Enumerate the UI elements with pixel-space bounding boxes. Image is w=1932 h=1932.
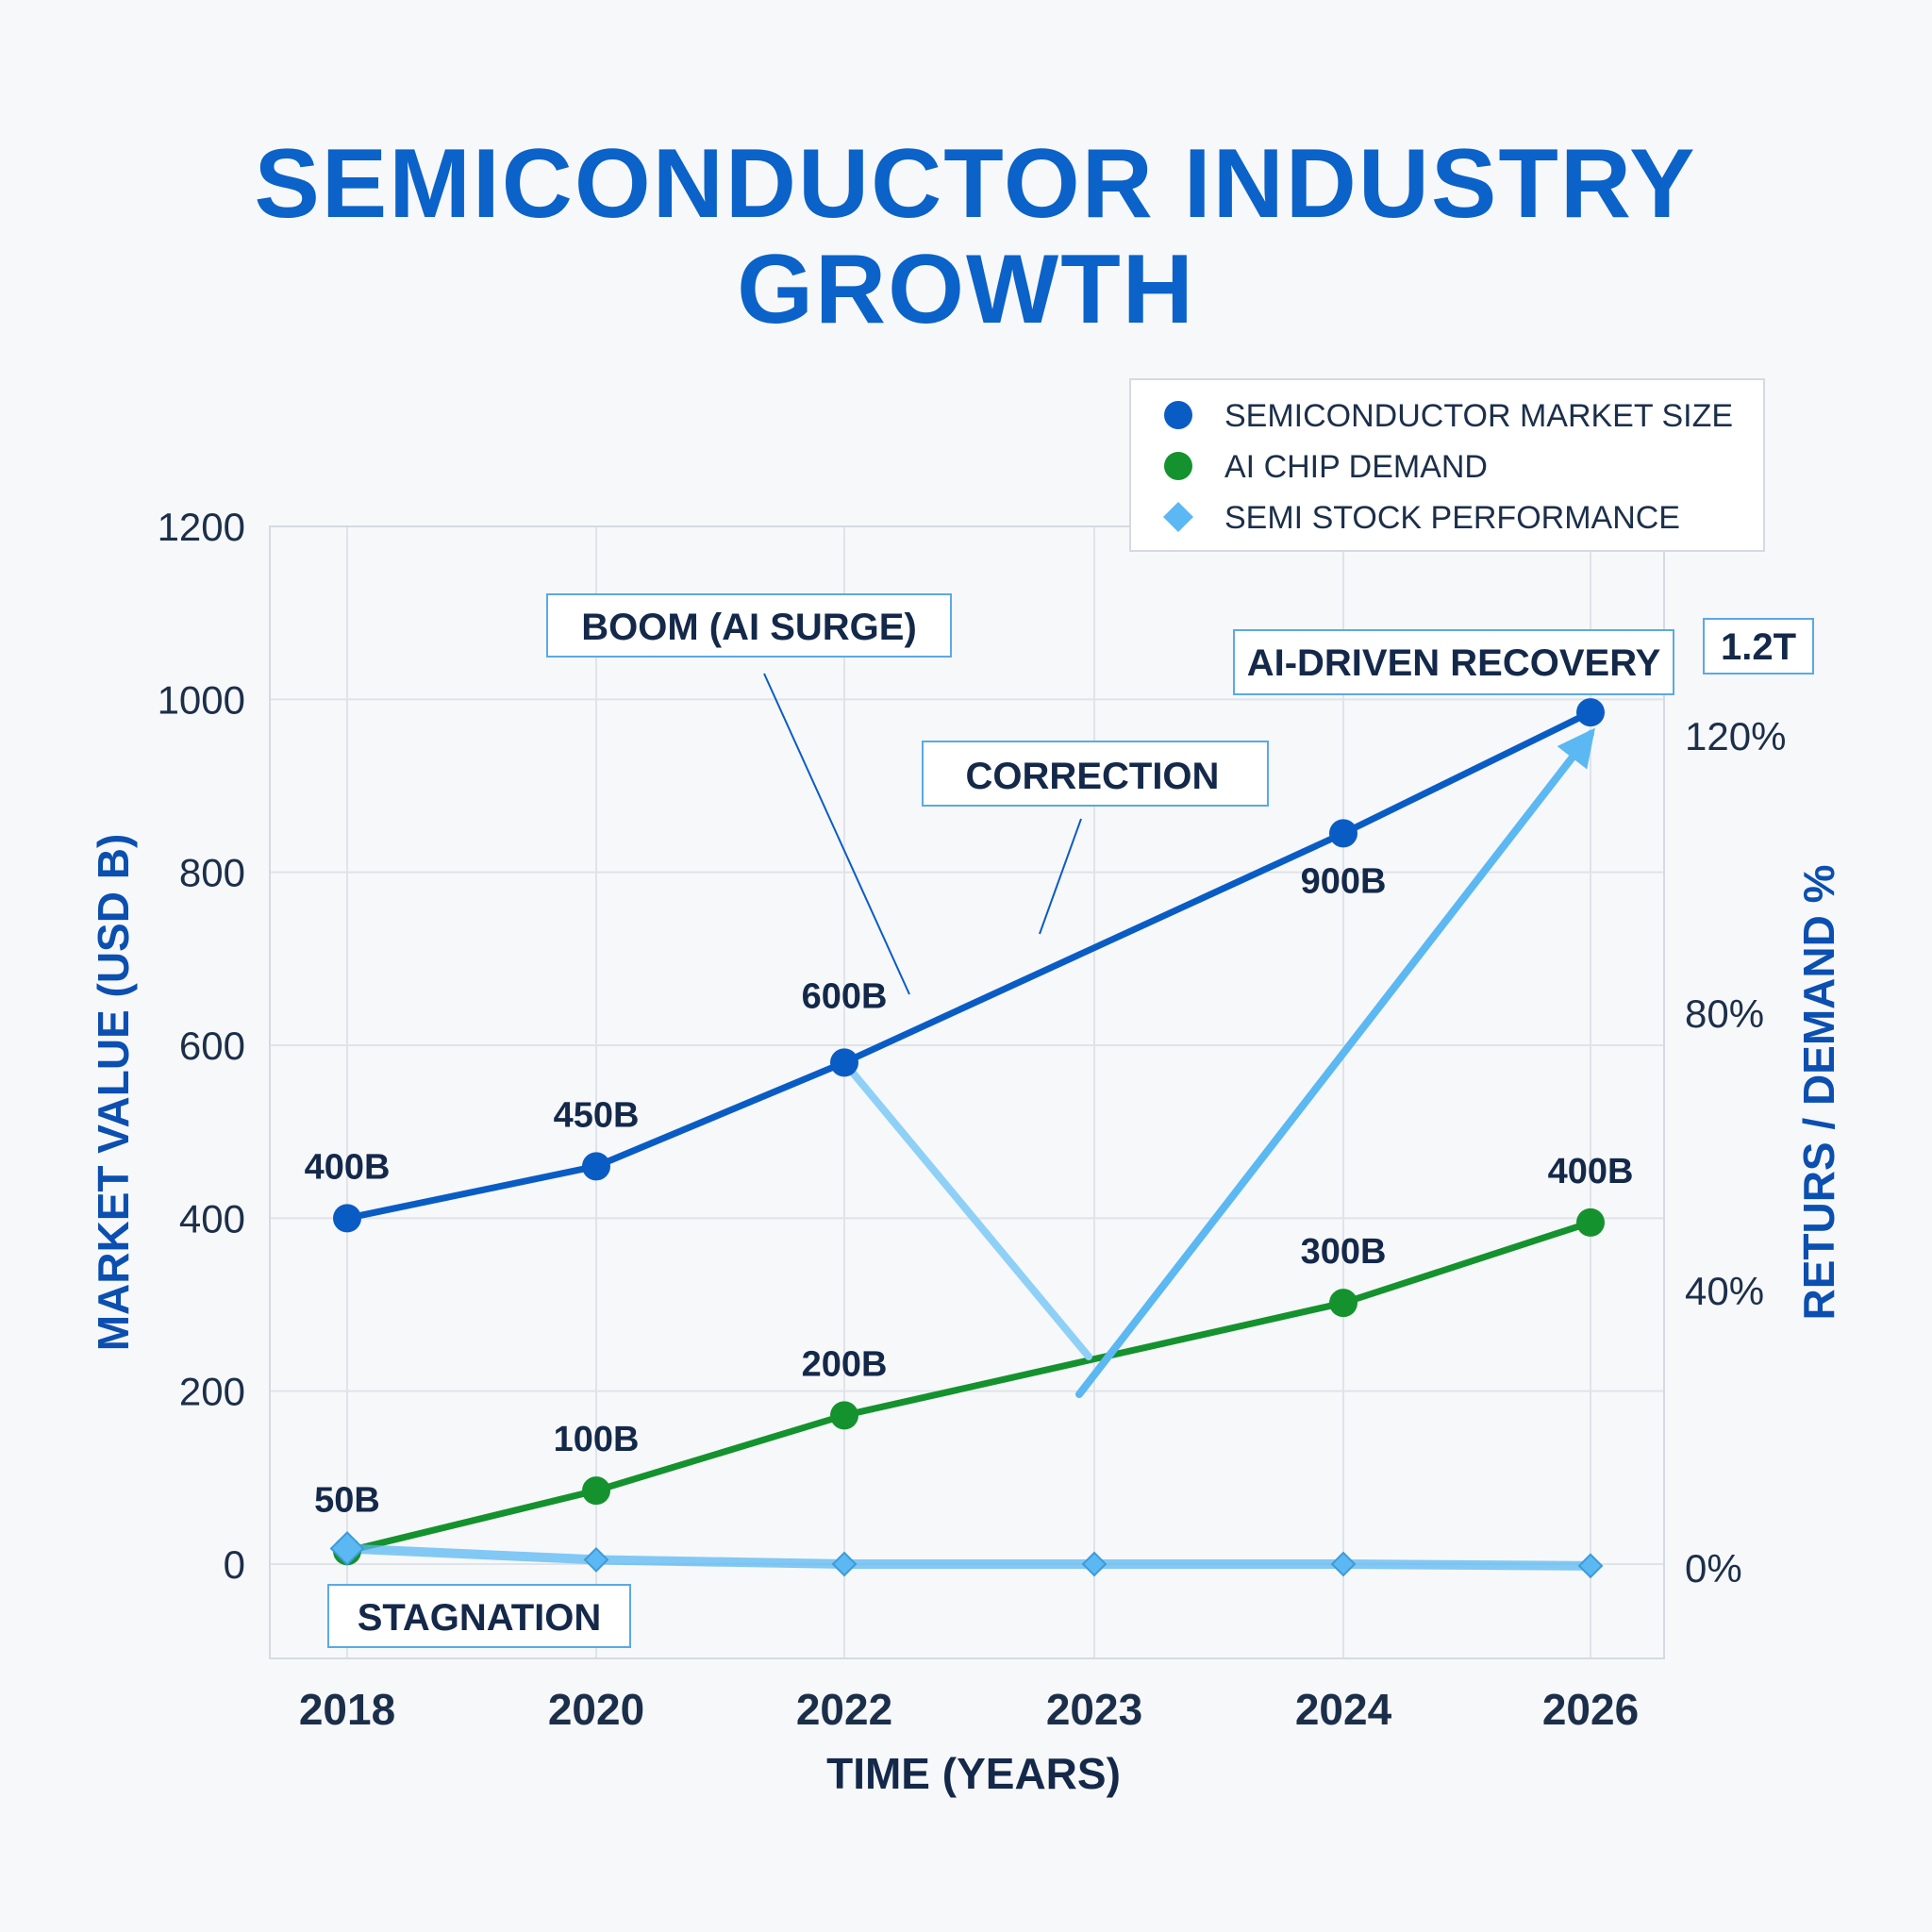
y-tick-label: 400 xyxy=(179,1196,245,1241)
data-label: 400B xyxy=(1548,1152,1634,1191)
y-tick-label: 800 xyxy=(179,851,245,895)
y-axis-right-title: RETURS / DEMAND % xyxy=(1794,864,1843,1320)
y-right-tick-label: 40% xyxy=(1685,1269,1764,1313)
markers xyxy=(329,698,1605,1579)
legend-label: AI CHIP DEMAND xyxy=(1224,449,1488,485)
data-point xyxy=(1329,1289,1357,1318)
stock-swing-down xyxy=(841,1058,1092,1360)
legend-label: SEMI STOCK PERFORMANCE xyxy=(1224,500,1680,536)
y-right-tick-label: 80% xyxy=(1685,991,1764,1036)
data-point-diamond xyxy=(1081,1551,1108,1577)
annotation-correction: CORRECTION xyxy=(922,741,1269,807)
x-tick-label: 2024 xyxy=(1295,1685,1392,1734)
x-tick-label: 2020 xyxy=(548,1685,644,1734)
data-point-diamond xyxy=(831,1551,858,1577)
data-point-diamond xyxy=(1330,1551,1357,1577)
svg-text:1.2T: 1.2T xyxy=(1721,626,1796,668)
data-point-diamond xyxy=(329,1531,365,1566)
data-labels: 400B 450B 600B 900B 50B 100B 200B 300B 400B xyxy=(305,861,1634,1520)
data-label: 100B xyxy=(554,1420,640,1459)
y-right-tick-label: 0% xyxy=(1685,1546,1742,1591)
y-tick-label: 200 xyxy=(179,1370,245,1414)
data-label: 50B xyxy=(314,1480,380,1520)
data-point xyxy=(1329,819,1357,848)
x-axis-title: TIME (YEARS) xyxy=(826,1749,1121,1798)
x-tick-label: 2022 xyxy=(796,1685,892,1734)
svg-text:BOOM (AI SURGE): BOOM (AI SURGE) xyxy=(581,607,917,648)
y-tick-label: 1200 xyxy=(158,505,245,549)
series-line-ai-chip-demand xyxy=(343,1219,1594,1555)
series xyxy=(342,708,1595,1571)
data-point xyxy=(582,1152,610,1181)
stock-swing xyxy=(841,727,1595,1398)
legend-frame xyxy=(1129,378,1765,552)
annotation-recovery: AI-DRIVEN RECOVERY xyxy=(1233,629,1674,695)
y-axis-title: MARKET VALUE (USD B) xyxy=(89,834,138,1352)
correction-connector xyxy=(1039,818,1082,935)
data-point xyxy=(582,1476,610,1506)
plot-area-frame xyxy=(269,525,1665,1659)
data-label: 450B xyxy=(554,1095,640,1135)
data-label: 400B xyxy=(305,1147,391,1187)
annotation-boom: BOOM (AI SURGE) xyxy=(546,593,952,658)
y-right-tick-label: 120% xyxy=(1685,714,1786,758)
svg-text:CORRECTION: CORRECTION xyxy=(966,756,1220,797)
data-label: 300B xyxy=(1301,1232,1387,1272)
series-line-stock-performance xyxy=(342,1543,1595,1571)
svg-text:STAGNATION: STAGNATION xyxy=(358,1597,602,1639)
grid xyxy=(270,525,1664,1658)
y-tick-label: 0 xyxy=(224,1542,245,1587)
legend-marker-circle xyxy=(1164,452,1192,480)
data-point xyxy=(1576,698,1605,727)
data-point xyxy=(830,1401,858,1430)
y-axis-left: 0 200 400 600 800 1000 1200 xyxy=(158,505,245,1587)
data-point xyxy=(333,1204,361,1233)
annotation-stagnation: STAGNATION xyxy=(327,1584,631,1648)
legend-label: SEMICONDUCTOR MARKET SIZE xyxy=(1224,398,1733,434)
data-point xyxy=(1576,1208,1605,1237)
x-tick-label: 2018 xyxy=(299,1685,395,1734)
legend-marker-circle xyxy=(1164,401,1192,429)
data-label: 600B xyxy=(802,976,888,1016)
data-label: 200B xyxy=(802,1344,888,1384)
legend-marker-diamond xyxy=(1163,502,1193,532)
legend: SEMICONDUCTOR MARKET SIZE AI CHIP DEMAND S… xyxy=(1129,378,1765,552)
x-tick-label: 2023 xyxy=(1046,1685,1142,1734)
data-label: 900B xyxy=(1301,861,1387,901)
data-point-diamond xyxy=(1577,1553,1604,1579)
data-point-diamond xyxy=(583,1547,609,1573)
chart-title-line-2: GROWTH xyxy=(737,235,1195,344)
svg-text:AI-DRIVEN RECOVERY: AI-DRIVEN RECOVERY xyxy=(1247,642,1661,684)
x-tick-label: 2026 xyxy=(1542,1685,1639,1734)
y-tick-label: 1000 xyxy=(158,677,245,722)
y-axis-right: 0% 40% 80% 120% xyxy=(1685,714,1786,1591)
boom-connector xyxy=(763,673,910,995)
stock-swing-up xyxy=(1075,727,1595,1398)
x-axis: 2018 2020 2022 2023 2024 2026 xyxy=(299,1685,1639,1734)
annotation-total: 1.2T xyxy=(1703,618,1814,675)
data-point xyxy=(830,1048,858,1077)
chart-title-line-1: SEMICONDUCTOR INDUSTRY xyxy=(255,129,1697,239)
y-tick-label: 600 xyxy=(179,1024,245,1068)
